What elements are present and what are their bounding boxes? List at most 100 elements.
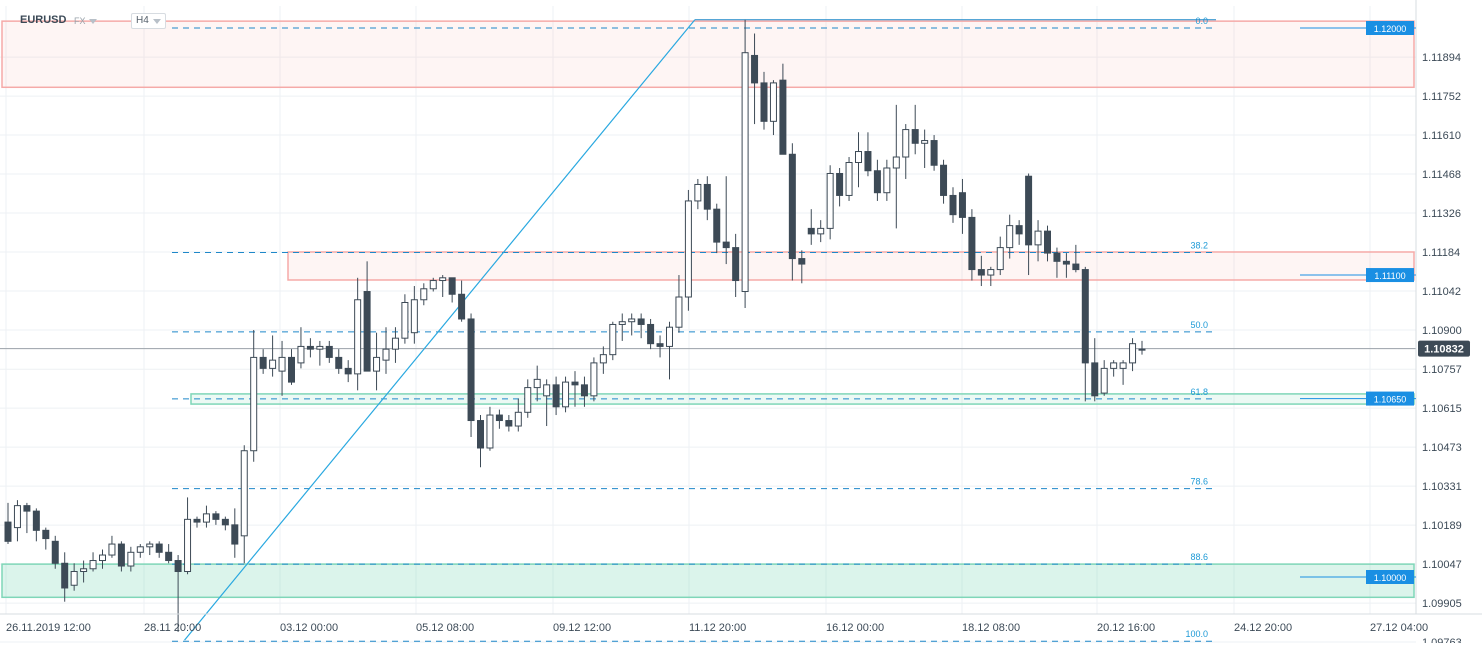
candle[interactable] xyxy=(13,505,21,529)
candle[interactable] xyxy=(1110,362,1118,369)
candle[interactable] xyxy=(977,269,985,276)
candle[interactable] xyxy=(930,140,938,166)
candle[interactable] xyxy=(231,524,239,545)
candle[interactable] xyxy=(117,543,125,567)
candle[interactable] xyxy=(741,52,749,293)
candle[interactable] xyxy=(23,505,31,512)
candle[interactable] xyxy=(883,167,891,194)
candle[interactable] xyxy=(911,129,919,144)
candle[interactable] xyxy=(32,510,40,531)
candle[interactable] xyxy=(288,356,295,383)
candle[interactable] xyxy=(562,381,570,408)
candle[interactable] xyxy=(826,172,834,229)
candle[interactable] xyxy=(212,513,220,520)
candle[interactable] xyxy=(845,162,853,196)
candle[interactable] xyxy=(297,345,305,364)
candle[interactable] xyxy=(165,551,173,562)
candle[interactable] xyxy=(751,54,759,84)
candle[interactable] xyxy=(1129,343,1137,364)
candle[interactable] xyxy=(873,170,881,194)
support-zone-bottom[interactable] xyxy=(1,563,1415,599)
candle[interactable] xyxy=(722,241,730,249)
candle[interactable] xyxy=(495,414,503,422)
candle[interactable] xyxy=(533,378,541,389)
candle[interactable] xyxy=(713,208,721,243)
candle[interactable] xyxy=(580,384,588,397)
candle[interactable] xyxy=(798,258,806,265)
candle[interactable] xyxy=(987,269,995,276)
candle[interactable] xyxy=(543,384,551,397)
candle[interactable] xyxy=(609,323,617,356)
candle[interactable] xyxy=(363,291,371,372)
price-tag[interactable] xyxy=(1366,391,1414,406)
candle[interactable] xyxy=(1091,362,1099,397)
candle[interactable] xyxy=(769,82,777,122)
candle[interactable] xyxy=(344,367,352,375)
candle[interactable] xyxy=(477,420,484,449)
candle[interactable] xyxy=(760,82,768,122)
candle[interactable] xyxy=(703,183,711,210)
candle[interactable] xyxy=(524,387,532,413)
candle[interactable] xyxy=(1034,230,1042,246)
candle[interactable] xyxy=(70,571,78,586)
candle[interactable] xyxy=(817,227,825,235)
candle[interactable] xyxy=(335,356,343,369)
candle[interactable] xyxy=(458,293,466,320)
candle[interactable] xyxy=(552,384,560,408)
candle[interactable] xyxy=(571,381,579,386)
candle[interactable] xyxy=(202,513,210,523)
symbol-chevron-down-icon[interactable] xyxy=(89,19,97,24)
candle[interactable] xyxy=(174,560,182,573)
candle[interactable] xyxy=(864,151,872,172)
timeframe-selector[interactable]: H4 xyxy=(131,13,166,29)
candle[interactable] xyxy=(1006,225,1014,249)
candle[interactable] xyxy=(514,411,522,427)
candle[interactable] xyxy=(373,356,381,372)
candle[interactable] xyxy=(958,192,966,218)
candle[interactable] xyxy=(1119,362,1127,369)
candle[interactable] xyxy=(855,151,862,164)
candle[interactable] xyxy=(1072,263,1080,271)
candle[interactable] xyxy=(968,216,976,271)
resistance-zone-mid[interactable] xyxy=(287,251,1415,281)
candle[interactable] xyxy=(1081,269,1089,364)
candle[interactable] xyxy=(382,348,390,361)
price-tag[interactable] xyxy=(1366,21,1414,35)
candle[interactable] xyxy=(316,345,324,350)
candle[interactable] xyxy=(732,247,740,282)
candle[interactable] xyxy=(99,554,106,562)
price-tag[interactable] xyxy=(1366,570,1414,584)
candle[interactable] xyxy=(391,337,399,350)
candle[interactable] xyxy=(996,247,1004,271)
candle[interactable] xyxy=(684,200,692,298)
candle[interactable] xyxy=(1025,175,1033,246)
candle[interactable] xyxy=(193,518,201,523)
candle[interactable] xyxy=(637,318,645,325)
candle[interactable] xyxy=(940,164,948,196)
candle[interactable] xyxy=(89,560,97,570)
resistance-zone-top[interactable] xyxy=(1,20,1415,89)
candle[interactable] xyxy=(410,299,418,334)
candle[interactable] xyxy=(448,277,456,295)
candle[interactable] xyxy=(694,183,702,202)
candle[interactable] xyxy=(1100,367,1108,394)
candle[interactable] xyxy=(420,288,428,301)
candle[interactable] xyxy=(788,153,796,260)
candle[interactable] xyxy=(429,280,437,290)
candle[interactable] xyxy=(656,343,664,347)
candle[interactable] xyxy=(618,321,626,325)
candle[interactable] xyxy=(779,79,787,155)
candle[interactable] xyxy=(439,277,447,282)
candle[interactable] xyxy=(42,529,50,540)
candle[interactable] xyxy=(259,356,267,369)
candle[interactable] xyxy=(836,172,844,196)
candle[interactable] xyxy=(666,326,673,347)
candle[interactable] xyxy=(892,156,900,169)
candle[interactable] xyxy=(80,568,88,573)
candle[interactable] xyxy=(401,302,409,339)
candle[interactable] xyxy=(136,546,144,553)
trend-line[interactable] xyxy=(184,19,696,641)
candle[interactable] xyxy=(108,543,116,556)
candle[interactable] xyxy=(675,296,683,328)
